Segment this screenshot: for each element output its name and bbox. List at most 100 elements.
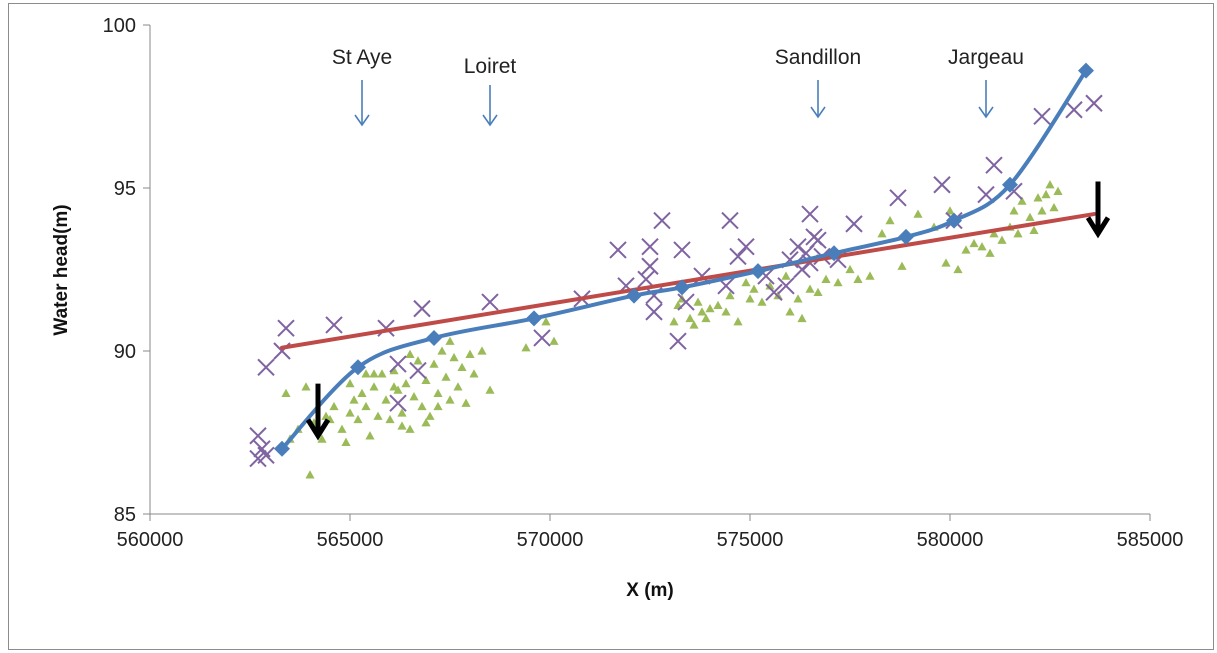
triangle-point (369, 382, 379, 391)
triangle-point (365, 431, 375, 440)
cross-point (653, 211, 671, 230)
diamond-point (274, 440, 290, 457)
diamond-point (350, 359, 366, 376)
cross-stroke (777, 277, 795, 295)
triangle-point (485, 385, 495, 394)
triangle-point (549, 336, 559, 345)
cross-point (481, 293, 499, 311)
cross-stroke (809, 231, 827, 249)
cross-stroke (737, 237, 755, 256)
cross-stroke (641, 237, 659, 256)
triangle-point (785, 307, 795, 316)
triangle-point (281, 388, 291, 398)
triangle-point (301, 382, 311, 391)
x-tick-label: 585000 (1117, 529, 1184, 551)
triangle-point (361, 401, 371, 411)
triangle-point (341, 437, 351, 446)
cross-stroke (789, 237, 807, 256)
triangle-point (441, 372, 451, 381)
y-tick-label: 85 (114, 504, 136, 526)
cross-point (777, 277, 795, 295)
triangle-point (701, 313, 711, 323)
town-annotation: Sandillon (775, 46, 861, 119)
cross-stroke (1065, 101, 1083, 119)
triangle-point (1029, 225, 1039, 235)
triangle-point (433, 388, 443, 398)
triangle-point (449, 352, 459, 362)
cross-stroke (889, 189, 907, 207)
town-arrow-head (810, 106, 826, 119)
cross-stroke (257, 358, 275, 377)
triangle-point (389, 365, 399, 375)
cross-stroke (1005, 182, 1023, 200)
triangle-point (421, 375, 431, 385)
triangle-point (877, 229, 887, 238)
cross-point (637, 270, 655, 288)
y-tick-label: 90 (114, 341, 136, 363)
cross-point (249, 427, 267, 445)
cross-point (609, 241, 627, 259)
triangle-point (669, 317, 679, 326)
diamond-point (426, 329, 442, 346)
cross-stroke (677, 293, 695, 311)
town-arrow-head (354, 114, 370, 127)
y-axis-title: Water head(m) (51, 204, 72, 335)
cross-stroke (249, 449, 267, 468)
cross-point (985, 156, 1003, 174)
cross-stroke (669, 332, 687, 350)
cross-point (533, 329, 551, 347)
axes (143, 24, 1151, 521)
black-arrow (305, 383, 331, 441)
cross-point (669, 332, 687, 350)
cross-stroke (933, 176, 951, 194)
triangle-point (377, 369, 387, 378)
cross-stroke (253, 440, 271, 458)
triangle-point (445, 395, 455, 404)
triangle-point (733, 317, 743, 326)
triangle-point (461, 398, 471, 407)
triangle-point (977, 242, 987, 251)
cross-point (409, 361, 427, 380)
triangle-point (469, 369, 479, 378)
triangle-point (885, 216, 895, 225)
diamond-point (674, 279, 690, 296)
series-layer (249, 62, 1103, 479)
triangle-point (409, 392, 419, 401)
town-label: Jargeau (948, 46, 1024, 69)
triangle-point (357, 388, 367, 398)
cross-point (413, 299, 431, 318)
y-tick-label: 95 (114, 178, 136, 200)
cross-point (677, 293, 695, 311)
triangle-point (757, 297, 767, 306)
triangle-point (1045, 180, 1055, 189)
cross-stroke (793, 260, 811, 279)
triangle-point (405, 349, 415, 358)
triangle-point (429, 359, 439, 368)
y-tick-label: 100 (103, 15, 136, 37)
town-label: Loiret (464, 55, 517, 78)
triangle-point (805, 284, 815, 293)
cross-stroke (249, 427, 267, 445)
annotations-layer: St Aye Loiret Sandillon Jargeau (305, 46, 1111, 441)
x-tick-label: 570000 (517, 529, 584, 551)
triangle-point (689, 320, 699, 329)
triangle-point (865, 271, 875, 280)
triangle-point (465, 349, 475, 358)
x-tick-label: 580000 (917, 529, 984, 551)
cross-stroke (641, 257, 659, 275)
cross-point (1085, 94, 1103, 112)
cross-point (729, 247, 747, 266)
triangle-point (793, 294, 803, 303)
triangle-point (405, 424, 415, 433)
cross-stroke (717, 277, 735, 295)
triangle-point (321, 411, 331, 420)
diamond-point (946, 212, 962, 229)
cross-stroke (653, 211, 671, 230)
triangle-point (401, 379, 411, 388)
cross-stroke (845, 215, 863, 233)
triangle-point (749, 284, 759, 293)
cross-point (249, 449, 267, 468)
triangle-point (833, 277, 843, 287)
cross-point (645, 303, 663, 321)
cross-point (277, 319, 295, 337)
